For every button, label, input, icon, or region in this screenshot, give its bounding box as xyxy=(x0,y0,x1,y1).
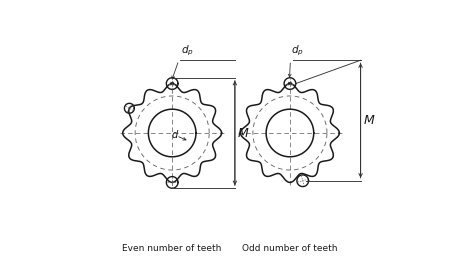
Text: Even number of teeth: Even number of teeth xyxy=(122,244,222,253)
Text: M: M xyxy=(237,127,248,139)
Text: M: M xyxy=(363,114,374,127)
Text: $d_p$: $d_p$ xyxy=(182,43,194,57)
Text: $d_p$: $d_p$ xyxy=(291,43,304,57)
Text: Odd number of teeth: Odd number of teeth xyxy=(242,244,337,253)
Text: $d$: $d$ xyxy=(171,128,179,140)
